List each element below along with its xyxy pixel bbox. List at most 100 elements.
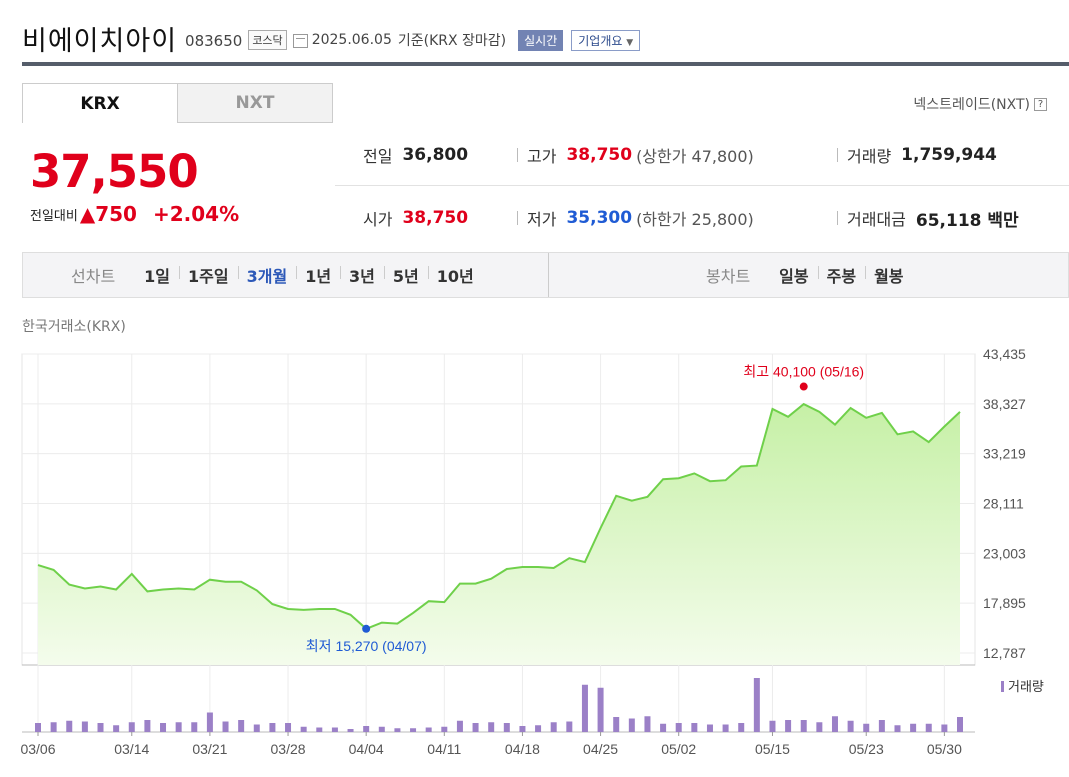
volume-bar — [503, 723, 510, 732]
volume-bar — [113, 725, 120, 732]
price-tick-label: 43,435 — [983, 346, 1026, 362]
high-annotation: 최고 40,100 (05/16) — [743, 364, 864, 380]
price-change: 전일대비 ▲750 +2.04% — [30, 202, 239, 226]
volume-bar — [597, 687, 604, 732]
high-label: 고가 — [527, 146, 557, 166]
volume-bar — [81, 721, 88, 732]
low-label: 저가 — [527, 210, 557, 229]
volume-bar — [925, 723, 932, 732]
prev-close: 전일 36,800 — [363, 143, 468, 167]
volume-bar — [910, 723, 917, 732]
price-tick-label: 33,219 — [983, 446, 1026, 462]
period-3m[interactable]: 3개월 — [237, 263, 297, 287]
volume-bar — [472, 723, 479, 732]
volume-bar — [550, 722, 557, 732]
volume-legend-swatch — [1001, 681, 1004, 692]
chart-period-bar: 선차트 1일 1주일 3개월 1년 3년 5년 10년 봉차트 일봉 주봉 월봉 — [22, 252, 1069, 298]
lower-limit: (하한가 25,800) — [636, 210, 754, 229]
realtime-button[interactable]: 실시간 — [518, 29, 564, 51]
date-tick-label: 05/30 — [927, 741, 962, 757]
low-price: 저가 35,300 (하한가 25,800) — [527, 206, 754, 230]
volume-bar — [894, 725, 901, 732]
volume-bar — [769, 720, 776, 732]
period-5y[interactable]: 5년 — [383, 263, 428, 287]
price-chart[interactable]: 43,435 38,327 33,219 28,111 23,003 17,895 12,7… — [0, 340, 1069, 777]
separator — [837, 211, 838, 225]
line-chart-label: 선차트 — [71, 267, 116, 286]
volume-bar — [941, 724, 948, 732]
date-tick-label: 04/25 — [583, 741, 618, 757]
separator — [517, 211, 518, 225]
candle-monthly[interactable]: 월봉 — [865, 263, 912, 287]
volume-bar — [347, 729, 354, 732]
volume: 거래량 1,759,944 — [847, 143, 997, 167]
volume-bar — [191, 722, 198, 732]
amount-label: 거래대금 — [847, 210, 906, 229]
nxt-link[interactable]: 넥스트레이드(NXT) ? — [913, 94, 1047, 114]
volume-bar — [50, 722, 57, 732]
price-tick-label: 12,787 — [983, 645, 1026, 661]
volume-bar — [441, 726, 448, 732]
volume-bar — [847, 720, 854, 732]
volume-bar — [300, 726, 307, 732]
date-tick-label: 03/28 — [271, 741, 306, 757]
volume-bar — [222, 721, 229, 732]
volume-bar — [878, 720, 885, 732]
stock-code: 083650 — [185, 32, 243, 50]
volume-bar — [863, 723, 870, 732]
period-1w[interactable]: 1주일 — [179, 263, 238, 287]
volume-bar — [394, 728, 401, 732]
volume-bar — [722, 724, 729, 732]
volume-bar — [566, 721, 573, 732]
date-tick-label: 03/06 — [20, 741, 55, 757]
volume-bar — [175, 722, 182, 732]
date-tick-label: 05/15 — [755, 741, 790, 757]
tab-krx[interactable]: KRX — [22, 83, 178, 123]
volume-bar — [613, 717, 620, 732]
volume-bar — [785, 720, 792, 732]
volume-bar — [206, 712, 213, 732]
current-price: 37,550 — [30, 145, 199, 198]
volume-bar — [253, 724, 260, 732]
tab-nxt[interactable]: NXT — [177, 83, 333, 123]
price-axis: 43,435 38,327 33,219 28,111 23,003 17,895 12,7… — [983, 346, 1026, 661]
company-info-dropdown[interactable]: 기업개요 ▼ — [571, 29, 641, 51]
price-tick-label: 38,327 — [983, 396, 1026, 412]
high-marker — [799, 382, 808, 391]
quote-date: 2025.06.05 — [311, 32, 392, 48]
high-value: 38,750 — [566, 144, 633, 165]
price-tick-label: 17,895 — [983, 595, 1026, 611]
period-3y[interactable]: 3년 — [340, 263, 384, 287]
candle-chart-label: 봉차트 — [706, 267, 751, 286]
low-annotation: 최저 15,270 (04/07) — [306, 638, 427, 654]
volume-bars — [35, 678, 963, 732]
period-10y[interactable]: 10년 — [427, 263, 483, 287]
date-tick-label: 04/04 — [349, 741, 384, 757]
candle-weekly[interactable]: 주봉 — [817, 263, 865, 287]
line-chart-options: 선차트 1일 1주일 3개월 1년 3년 5년 10년 — [71, 253, 483, 297]
upper-limit: (상한가 47,800) — [636, 146, 754, 166]
date-tick-label: 03/21 — [192, 741, 227, 757]
volume-bar — [535, 725, 542, 732]
help-icon[interactable]: ? — [1034, 97, 1047, 111]
open-price: 시가 38,750 — [363, 206, 468, 230]
volume-bar — [363, 726, 370, 732]
header-divider — [22, 62, 1069, 66]
chevron-down-icon: ▼ — [626, 37, 634, 48]
market-badge: 코스닥 — [248, 30, 287, 50]
period-1d[interactable]: 1일 — [144, 267, 171, 286]
volume-bar — [706, 724, 713, 732]
volume-bar — [238, 720, 245, 732]
company-info-label: 기업개요 — [578, 33, 623, 48]
amount-value: 65,118 백만 — [915, 210, 1019, 231]
date-tick-label: 04/18 — [505, 741, 540, 757]
volume-bar — [456, 720, 463, 732]
separator — [517, 148, 518, 162]
price-area — [38, 404, 960, 665]
period-1y[interactable]: 1년 — [296, 263, 340, 287]
volume-bar — [660, 723, 667, 732]
candle-daily[interactable]: 일봉 — [779, 267, 809, 286]
low-marker — [362, 624, 371, 633]
volume-bar — [816, 722, 823, 732]
trade-amount: 거래대금 65,118 백만 — [847, 206, 1019, 231]
